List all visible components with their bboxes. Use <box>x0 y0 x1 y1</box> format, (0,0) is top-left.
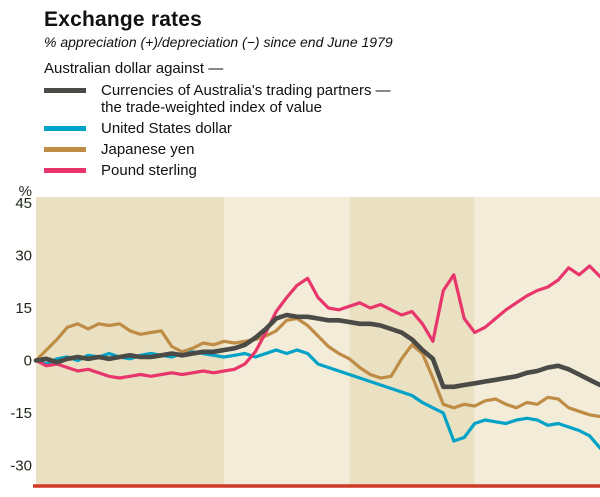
legend-swatch-pound <box>44 168 86 173</box>
legend-item-label: United States dollar <box>101 120 232 137</box>
chart-header: Exchange rates % appreciation (+)/deprec… <box>0 0 600 179</box>
legend-label-line: the trade-weighted index of value <box>101 99 322 116</box>
legend-item-label: Currencies of Australia's trading partne… <box>101 82 391 116</box>
legend-item-twi: Currencies of Australia's trading partne… <box>44 82 600 116</box>
series-line-twi <box>33 312 600 390</box>
y-axis-tick-label: 0 <box>24 353 32 370</box>
plot-band <box>36 197 224 485</box>
y-axis-tick-label: 30 <box>15 248 32 265</box>
y-axis-unit-label: % <box>19 183 32 200</box>
legend-item-label: Pound sterling <box>101 162 197 179</box>
exchange-rates-chart: %45 30 15 0 -15 -30 <box>10 183 600 488</box>
legend: Currencies of Australia's trading partne… <box>44 82 600 179</box>
legend-item-yen: Japanese yen <box>44 141 600 158</box>
y-axis-tick-label: -30 <box>10 458 32 475</box>
y-axis-tick-label: 15 <box>15 300 32 317</box>
series-line-pound <box>34 264 600 380</box>
legend-item-label: Japanese yen <box>101 141 195 158</box>
plot-band <box>474 197 600 485</box>
legend-swatch-yen <box>44 147 86 152</box>
series-line-usd <box>34 348 600 450</box>
y-axis-tick-label: -15 <box>10 405 32 422</box>
legend-swatch-twi <box>44 88 86 93</box>
chart-subtitle: % appreciation (+)/depreciation (−) sinc… <box>44 34 393 50</box>
legend-item-usd: United States dollar <box>44 120 600 137</box>
page-title: Exchange rates <box>44 8 203 31</box>
y-axis-tick-label: 45 <box>15 195 32 212</box>
legend-label-line: Currencies of Australia's trading partne… <box>101 82 391 99</box>
legend-swatch-usd <box>44 126 86 131</box>
legend-intro: Australian dollar against — <box>44 60 224 77</box>
series-line-yen <box>34 316 600 419</box>
legend-item-pound: Pound sterling <box>44 162 600 179</box>
